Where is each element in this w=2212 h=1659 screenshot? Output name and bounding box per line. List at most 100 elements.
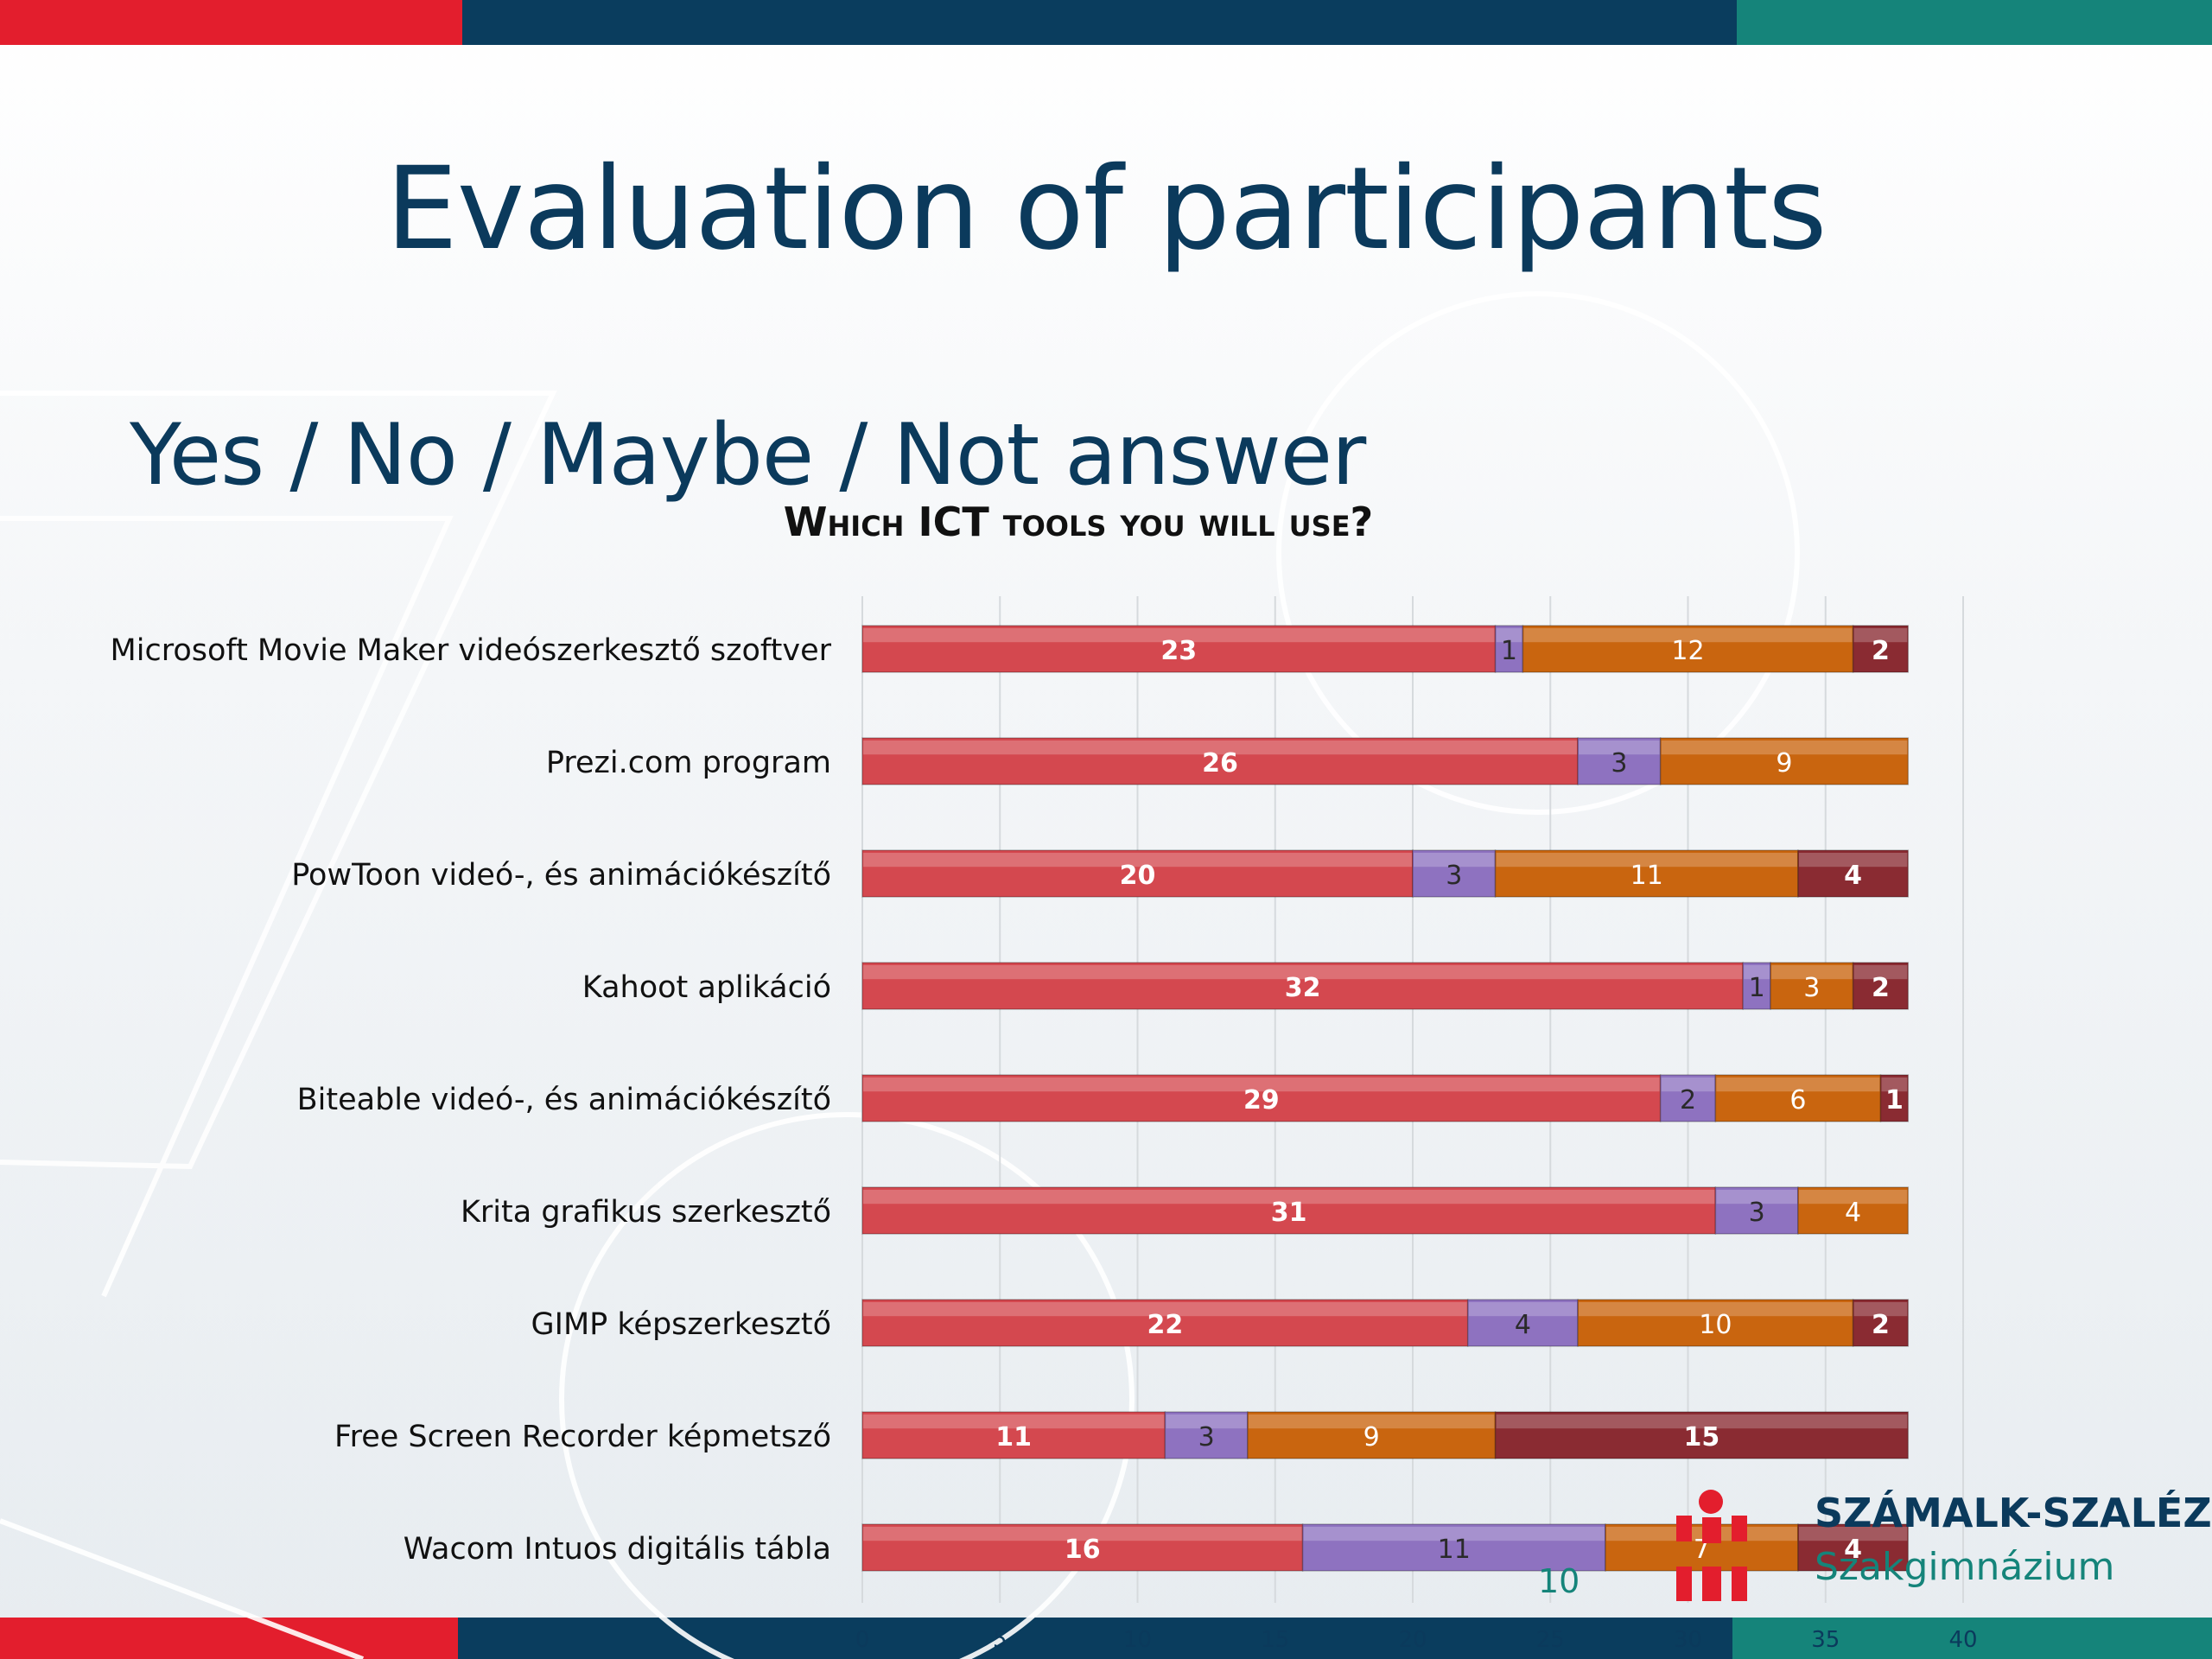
data-label: 11 <box>1438 1535 1471 1565</box>
bar-segment-highlight <box>1881 1077 1908 1092</box>
x-tick-label: 5 <box>993 1627 1007 1653</box>
bar-segment-highlight <box>863 965 1743 980</box>
data-label: 2 <box>1872 1310 1890 1340</box>
bar-segment <box>1494 849 1799 898</box>
data-label: 3 <box>1446 861 1462 891</box>
slide-title: Evaluation of participants <box>385 143 1827 276</box>
slide-subtitle: Yes / No / Maybe / Not answer <box>130 406 1366 505</box>
bar-segment <box>861 1074 1662 1122</box>
bar-segment-highlight <box>1248 1414 1495 1429</box>
data-label: 10 <box>1699 1310 1732 1340</box>
data-label: 23 <box>1160 636 1197 666</box>
data-label: 2 <box>1872 973 1890 1003</box>
bar-segment-highlight <box>1798 853 1908 868</box>
bar-segment-highlight <box>863 741 1578 755</box>
top-color-band <box>0 0 2212 45</box>
bar-segment <box>861 849 1414 898</box>
bar-segment-highlight <box>1166 1414 1247 1429</box>
data-label: 1 <box>1501 636 1517 666</box>
bar-segment <box>861 625 1497 673</box>
bar-segment <box>1301 1523 1606 1572</box>
bar-segment-highlight <box>1716 1077 1880 1092</box>
bar-segment <box>1797 849 1910 898</box>
chart-title: Which ICT tools you will use? <box>784 499 1373 545</box>
data-label: 3 <box>1803 973 1820 1003</box>
data-label: 31 <box>1271 1198 1307 1228</box>
bar-segment <box>1164 1411 1249 1459</box>
bar-segment-highlight <box>863 628 1495 643</box>
bar-segment-highlight <box>1523 628 1853 643</box>
data-label: 2 <box>1872 636 1890 666</box>
x-tick-label: 25 <box>1536 1627 1565 1653</box>
bar-segment <box>861 962 1744 1010</box>
category-label: PowToon videó-, és animációkészítő <box>291 858 831 893</box>
bar-segment-highlight <box>1853 965 1908 980</box>
x-tick-label: 0 <box>855 1627 870 1653</box>
data-label: 6 <box>1789 1085 1806 1116</box>
bar-segment-highlight <box>863 1414 1165 1429</box>
logo-title: SZÁMALK-SZALÉZI <box>1815 1490 2212 1536</box>
bar-segment <box>861 737 1579 785</box>
data-label: 9 <box>1363 1422 1380 1452</box>
bar-segment-highlight <box>863 1077 1660 1092</box>
bar-segment <box>861 1186 1717 1235</box>
x-tick-label: 40 <box>1948 1627 1977 1653</box>
bar-segment <box>1577 737 1662 785</box>
bar-segment-highlight <box>863 853 1412 868</box>
category-label: Biteable videó-, és animációkészítő <box>297 1083 831 1117</box>
bar-segment-highlight <box>1468 1302 1578 1317</box>
chart-bars: 23 1 12 226 3 920 3 11 432 1 3 229 2 6 131 3 422 4 10 211 3 9… <box>861 625 1910 1572</box>
data-label: 3 <box>1749 1198 1765 1228</box>
bar-segment-highlight <box>1853 1302 1908 1317</box>
bar-segment <box>1714 1074 1882 1122</box>
chart-x-axis: 0 5 10 15 20 25 30 35 40 <box>855 1627 1978 1653</box>
data-label: 9 <box>1776 748 1792 779</box>
data-label: 11 <box>1630 861 1663 891</box>
bar-segment <box>861 1299 1469 1347</box>
bar-segment <box>1659 737 1910 785</box>
data-label: 4 <box>1844 861 1862 891</box>
bar-segment-highlight <box>1303 1527 1605 1541</box>
bar-segment-highlight <box>1605 1527 1797 1541</box>
bar-segment-highlight <box>863 1527 1302 1541</box>
bar-segment-highlight <box>1798 1527 1908 1541</box>
x-tick-label: 30 <box>1674 1627 1702 1653</box>
category-label: Krita grafikus szerkesztő <box>461 1195 831 1230</box>
x-tick-label: 35 <box>1811 1627 1840 1653</box>
bar-segment <box>1247 1411 1497 1459</box>
bar-segment-highlight <box>1853 628 1908 643</box>
data-label: 12 <box>1671 636 1704 666</box>
bar-segment-highlight <box>1661 1077 1715 1092</box>
bar-segment-highlight <box>1771 965 1853 980</box>
bar-segment-highlight <box>1579 1302 1853 1317</box>
category-label: Wacom Intuos digitális tábla <box>404 1532 831 1567</box>
data-label: 26 <box>1202 748 1238 779</box>
x-tick-label: 15 <box>1261 1627 1289 1653</box>
data-label: 2 <box>1680 1085 1696 1116</box>
data-label: 4 <box>1845 1198 1861 1228</box>
bar-segment-highlight <box>1414 853 1495 868</box>
bar-segment-highlight <box>1661 741 1908 755</box>
bar-segment <box>1879 1074 1910 1122</box>
bar-segment-highlight <box>1496 1414 1908 1429</box>
bar-segment <box>1770 962 1854 1010</box>
bar-segment-highlight <box>1744 965 1770 980</box>
data-label: 4 <box>1515 1310 1531 1340</box>
bar-segment <box>861 1411 1166 1459</box>
bar-segment-highlight <box>1496 628 1522 643</box>
data-label: 22 <box>1147 1310 1183 1340</box>
bar-segment <box>1742 962 1771 1010</box>
category-label: Microsoft Movie Maker videószerkesztő sz… <box>111 633 832 668</box>
bar-segment <box>1714 1186 1799 1235</box>
data-label: 3 <box>1198 1422 1215 1452</box>
data-label: 4 <box>1844 1535 1862 1565</box>
bar-segment <box>1852 962 1910 1010</box>
data-label: 3 <box>1611 748 1627 779</box>
logo-figures-icon <box>1676 1490 1747 1601</box>
logo-subtitle: Szakgimnázium <box>1815 1545 2115 1589</box>
top-band-teal <box>1737 0 2212 45</box>
bar-segment <box>1522 625 1854 673</box>
bar-segment <box>1852 1299 1910 1347</box>
bar-segment-highlight <box>1496 853 1797 868</box>
